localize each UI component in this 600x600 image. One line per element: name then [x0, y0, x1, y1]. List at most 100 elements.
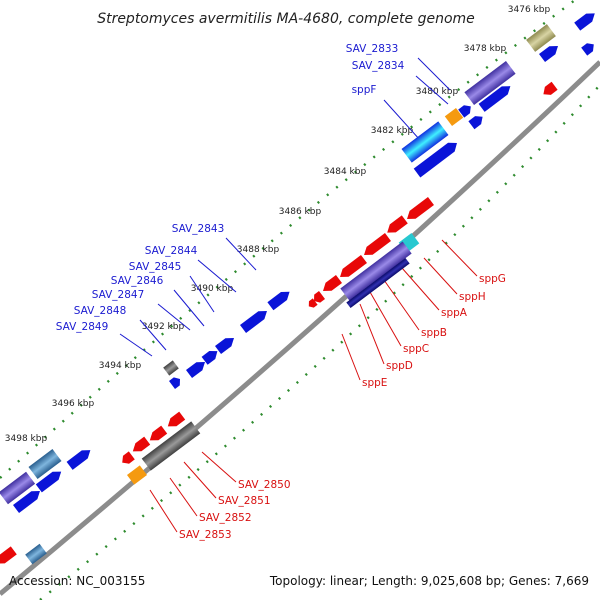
gene-feature[interactable] [464, 60, 516, 106]
gene-feature[interactable] [574, 9, 598, 31]
gene-feature[interactable] [147, 425, 168, 445]
gene-feature[interactable] [581, 40, 597, 56]
gene-feature[interactable] [340, 241, 412, 301]
gene-label[interactable]: SAV_2843 [172, 223, 225, 235]
gene-feature[interactable] [186, 358, 208, 379]
gene-label[interactable]: SAV_2853 [179, 529, 232, 541]
gene-label[interactable]: SAV_2844 [145, 245, 198, 257]
accession-text: Accession: NC_003155 [9, 574, 145, 588]
gene-feature[interactable] [267, 288, 292, 311]
gene-feature[interactable] [384, 215, 408, 236]
gene-feature[interactable] [165, 411, 186, 431]
gene-label[interactable]: SAV_2847 [92, 289, 145, 301]
leader-line [359, 303, 385, 365]
tick-label: 3496 kbp [52, 399, 95, 409]
gene-feature[interactable] [468, 113, 485, 130]
gene-feature[interactable] [35, 468, 64, 493]
leader-line [401, 267, 440, 311]
gene-labels: SAV_2833 SAV_2834 sppF SAV_2843 SAV_2844 SAV_… [56, 43, 506, 541]
leader-line [189, 275, 215, 313]
gene-label[interactable]: SAV_2833 [346, 43, 399, 55]
gene-feature[interactable] [201, 347, 221, 365]
gene-feature[interactable] [141, 421, 201, 471]
leader-line [423, 257, 458, 295]
gene-feature[interactable] [119, 451, 135, 466]
gene-label[interactable]: SAV_2848 [74, 305, 127, 317]
tick-label: 3482 kbp [371, 126, 414, 136]
gene-feature[interactable] [311, 290, 326, 305]
tick-label: 3492 kbp [142, 322, 185, 332]
gene-feature[interactable] [163, 360, 179, 376]
leader-line [149, 489, 178, 533]
gene-feature[interactable] [215, 334, 237, 355]
leader-line [169, 477, 198, 517]
map-title: Streptomyces avermitilis MA-4680, comple… [97, 11, 475, 27]
tick-label: 3478 kbp [464, 44, 507, 54]
gene-features[interactable] [0, 9, 598, 567]
gene-feature[interactable] [404, 196, 434, 223]
gene-feature[interactable] [0, 546, 17, 567]
leader-line [119, 333, 153, 357]
gene-feature[interactable] [413, 139, 461, 178]
gene-label[interactable]: sppD [386, 360, 413, 372]
leader-line [201, 451, 237, 483]
leader-line [173, 289, 205, 327]
gene-label[interactable]: SAV_2851 [218, 495, 271, 507]
leader-line [341, 333, 361, 381]
gene-feature[interactable] [337, 254, 367, 281]
gene-feature[interactable] [401, 121, 449, 163]
gene-feature[interactable] [66, 446, 94, 470]
leader-line [417, 57, 451, 91]
leader-line [157, 303, 191, 331]
gene-label[interactable]: SAV_2834 [352, 60, 405, 72]
gene-feature[interactable] [478, 82, 514, 112]
gene-feature[interactable] [240, 307, 270, 334]
gene-feature[interactable] [346, 257, 410, 309]
genome-backbone [0, 60, 600, 596]
tick-label: 3490 kbp [191, 284, 234, 294]
gene-feature[interactable] [458, 102, 474, 118]
leader-line [139, 319, 167, 351]
gene-feature[interactable] [127, 465, 147, 485]
gene-label[interactable]: SAV_2852 [199, 512, 252, 524]
leader-line [225, 237, 257, 271]
tick-label: 3476 kbp [508, 5, 551, 15]
tick-label: 3494 kbp [99, 361, 142, 371]
tick-label: 3480 kbp [416, 87, 459, 97]
gene-label[interactable]: sppG [479, 273, 506, 285]
tick-labels: 3476 kbp 3478 kbp 3480 kbp 3482 kbp 3484 kbp… [5, 5, 551, 444]
leader-line [197, 259, 237, 293]
gene-label[interactable]: sppB [421, 327, 447, 339]
tick-label: 3486 kbp [279, 207, 322, 217]
gene-feature[interactable] [13, 487, 43, 514]
gene-feature[interactable] [306, 298, 318, 309]
gene-feature[interactable] [25, 543, 47, 565]
gene-feature[interactable] [28, 448, 62, 480]
gene-feature[interactable] [168, 375, 183, 390]
gene-feature[interactable] [540, 81, 558, 98]
leader-line [383, 279, 420, 331]
gene-feature[interactable] [539, 42, 561, 63]
scale-track-inner [39, 84, 600, 600]
gene-label[interactable]: SAV_2850 [238, 479, 291, 491]
gene-label[interactable]: sppE [362, 377, 387, 389]
leader-line [383, 99, 421, 141]
leader-line [183, 461, 217, 499]
gene-feature[interactable] [320, 274, 342, 295]
gene-label[interactable]: sppC [403, 343, 429, 355]
gene-label[interactable]: sppF [352, 84, 377, 96]
leader-line [415, 75, 449, 105]
gene-label[interactable]: sppH [459, 291, 486, 303]
tick-label: 3498 kbp [5, 434, 48, 444]
gene-feature[interactable] [361, 232, 391, 259]
gene-feature[interactable] [130, 436, 151, 456]
gene-feature[interactable] [526, 24, 556, 52]
gene-label[interactable]: SAV_2846 [111, 275, 164, 287]
gene-label[interactable]: SAV_2845 [129, 261, 182, 273]
tick-label: 3484 kbp [324, 167, 367, 177]
gene-feature[interactable] [0, 471, 36, 505]
gene-label[interactable]: SAV_2849 [56, 321, 109, 333]
gene-label[interactable]: sppA [441, 307, 468, 319]
gene-feature[interactable] [444, 107, 464, 127]
